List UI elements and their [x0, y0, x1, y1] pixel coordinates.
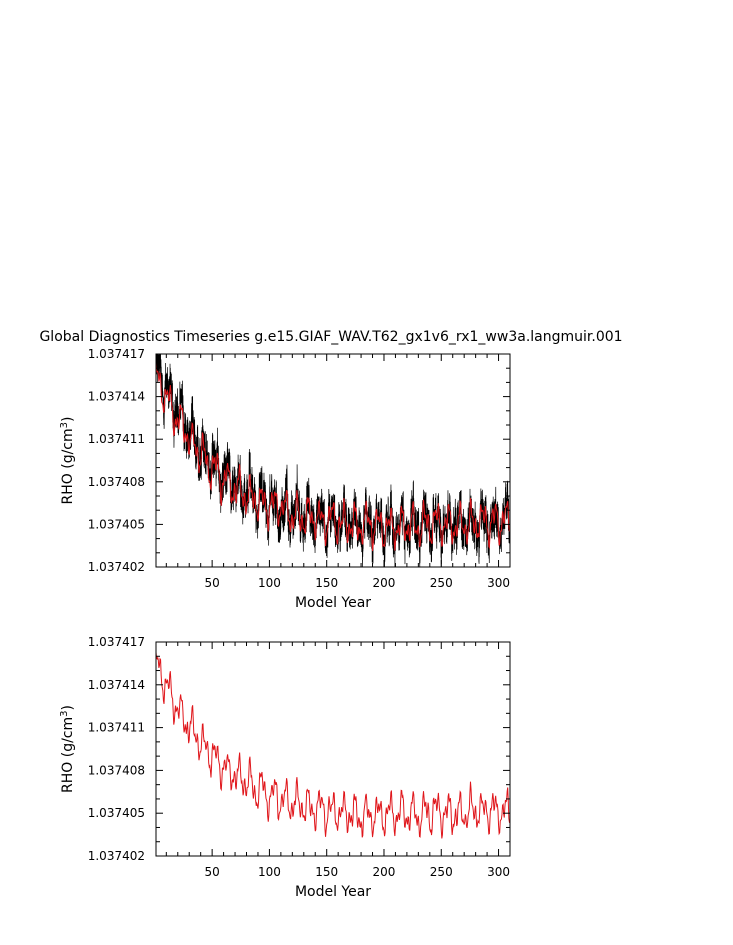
- y-tick-label: 1.037405: [88, 806, 145, 820]
- y-tick-label: 1.037402: [88, 849, 145, 863]
- y-tick-label: 1.037411: [88, 721, 145, 735]
- bottom-panel: 50 100 150 200 250 300 1.037402 1.037405 1.03740…: [59, 635, 511, 900]
- y-tick-label: 1.037408: [88, 763, 145, 777]
- x-tick-label: 100: [258, 576, 281, 590]
- y-tick-label: 1.037402: [88, 560, 145, 574]
- x-tick-label: 50: [204, 865, 219, 879]
- x-tick-label: 100: [258, 865, 281, 879]
- y-tick-label: 1.037417: [88, 347, 145, 361]
- y-tick-label: 1.037405: [88, 517, 145, 531]
- y-tick-label: 1.037417: [88, 635, 145, 649]
- x-tick-label: 150: [315, 865, 338, 879]
- series-line-red: [156, 362, 510, 552]
- x-tick-label: 200: [373, 576, 396, 590]
- y-axis-title: RHO (g/cm3): [59, 417, 77, 505]
- x-tick-label: 250: [430, 865, 453, 879]
- plot-frame: [155, 641, 511, 857]
- x-axis-title: Model Year: [295, 595, 371, 611]
- series-line-red: [156, 652, 510, 839]
- x-tick-label: 300: [487, 865, 510, 879]
- top-panel: 50 100 150 200 250 300 1.037402 1.037405 1.03740…: [59, 347, 511, 611]
- chart-title: Global Diagnostics Timeseries g.e15.GIAF…: [39, 329, 622, 345]
- x-tick-label: 200: [373, 865, 396, 879]
- plot-frame: [155, 353, 511, 568]
- y-tick-label: 1.037411: [88, 432, 145, 446]
- x-tick-label: 50: [204, 576, 219, 590]
- y-tick-label: 1.037414: [88, 678, 145, 692]
- x-axis-title: Model Year: [295, 884, 371, 900]
- y-tick-label: 1.037414: [88, 390, 145, 404]
- y-tick-label: 1.037408: [88, 475, 145, 489]
- x-tick-label: 300: [487, 576, 510, 590]
- y-axis-title: RHO (g/cm3): [59, 705, 77, 793]
- x-tick-label: 250: [430, 576, 453, 590]
- x-tick-label: 150: [315, 576, 338, 590]
